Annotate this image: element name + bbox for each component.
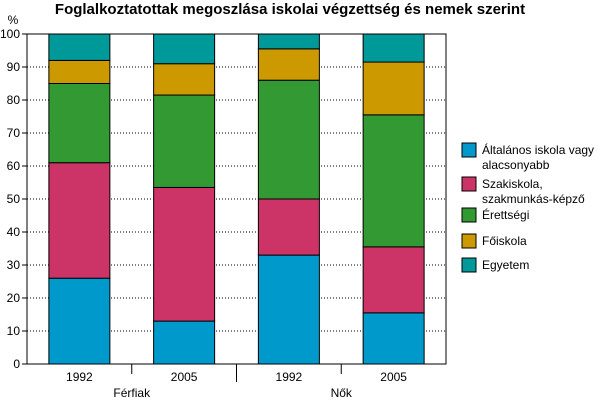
group-labels: Férfiak Nők — [113, 386, 353, 400]
legend-label: Főiskola — [482, 234, 527, 248]
y-tick-label: 60 — [7, 159, 21, 173]
legend-swatch — [461, 142, 477, 158]
chart-title: Foglalkoztatottak megoszlása iskolai vég… — [55, 1, 525, 18]
bar-segment — [257, 79, 320, 200]
y-tick-labels: 0 10 20 30 40 50 60 70 80 90 100 — [0, 27, 20, 371]
y-tick-label: 40 — [7, 225, 21, 239]
bar-segment — [153, 33, 216, 65]
legend-label: Szakiskola, — [482, 177, 543, 191]
y-tick-label: 20 — [7, 291, 21, 305]
x-tick-label: 2005 — [171, 370, 198, 384]
bar-segment — [362, 114, 425, 248]
y-tick-label: 80 — [7, 93, 21, 107]
y-tick-label: 100 — [0, 27, 20, 41]
x-tick-label: 1992 — [276, 370, 303, 384]
y-tick-label: 50 — [7, 192, 21, 206]
bar-segment — [153, 320, 216, 365]
bar-segment — [153, 94, 216, 188]
y-axis-unit-label: % — [8, 13, 19, 27]
bar-segment — [362, 312, 425, 365]
bar-segment — [257, 198, 320, 256]
y-tick-label: 10 — [7, 324, 21, 338]
bar-segment — [257, 48, 320, 81]
legend-label: Általános iskola vagy — [482, 142, 594, 157]
bar-segment — [48, 162, 111, 279]
legend-label: Egyetem — [482, 258, 529, 272]
group-label: Nők — [331, 386, 353, 400]
bar-segment — [48, 83, 111, 164]
legend-label: Érettségi — [482, 207, 529, 222]
bar-segment — [257, 33, 320, 50]
legend-swatch — [461, 257, 477, 273]
group-label: Férfiak — [113, 386, 151, 400]
bar-segment — [257, 254, 320, 365]
legend-label: szakmunkás-képző — [482, 192, 585, 206]
axes — [22, 33, 447, 382]
bar-segment — [48, 33, 111, 61]
y-tick-label: 0 — [13, 357, 20, 371]
bar-segment — [153, 63, 216, 96]
x-tick-label: 1992 — [66, 370, 93, 384]
bar-segment — [362, 33, 425, 63]
bar-segment — [48, 277, 111, 365]
bar-segment — [362, 61, 425, 116]
x-tick-label: 2005 — [380, 370, 407, 384]
bar-segment — [153, 186, 216, 322]
y-tick-label: 30 — [7, 258, 21, 272]
y-tick-label: 70 — [7, 126, 21, 140]
x-tick-labels: 1992 2005 1992 2005 — [66, 370, 407, 384]
legend-swatch — [461, 176, 477, 192]
bar-segment — [48, 59, 111, 85]
bar-segment — [362, 246, 425, 314]
bars — [48, 33, 425, 365]
y-tick-label: 90 — [7, 60, 21, 74]
legend-swatch — [461, 207, 477, 223]
legend-swatch — [461, 233, 477, 249]
legend-label: alacsonyabb — [482, 158, 550, 172]
